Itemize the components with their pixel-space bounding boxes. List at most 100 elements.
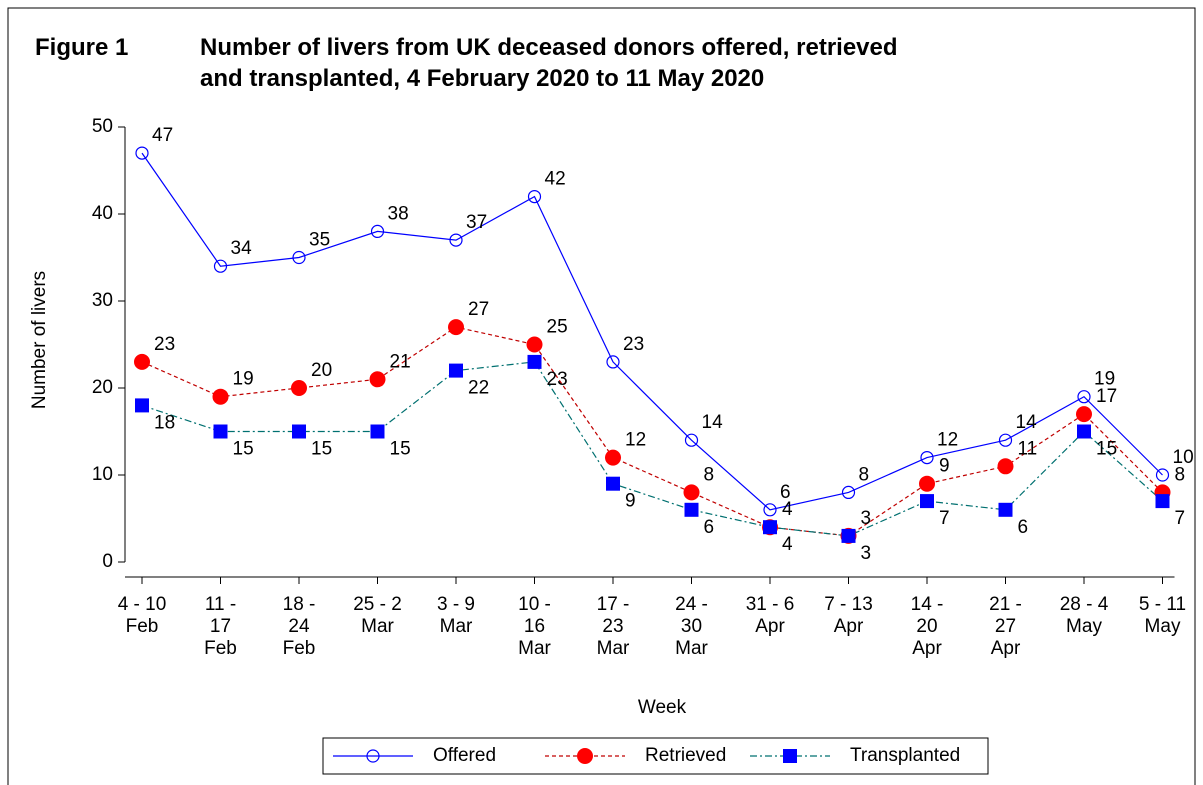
x-tick-label: 5 - 11 May: [1138, 594, 1187, 637]
data-label: 37: [466, 212, 487, 233]
data-label: 27: [468, 299, 489, 320]
data-point: [292, 250, 306, 265]
legend-label: Retrieved: [645, 745, 726, 766]
series-line: [141, 326, 1163, 537]
data-label: 22: [468, 378, 489, 399]
data-point: [1076, 406, 1092, 423]
data-point: [527, 354, 542, 369]
data-point: [370, 224, 385, 238]
legend-box: [322, 737, 989, 775]
x-tick-label: 4 - 10 Feb: [117, 594, 167, 637]
x-tick-label: 17 - 23 Mar: [596, 594, 630, 659]
data-point: [919, 475, 935, 492]
data-label: 8: [1175, 464, 1186, 485]
x-tick-label: 11 - 17 Feb: [204, 594, 237, 659]
data-point: [448, 319, 464, 336]
x-tick-label: 28 - 4 May: [1059, 594, 1109, 637]
data-label: 25: [547, 317, 568, 338]
legend-marker: [366, 749, 380, 763]
data-point: [213, 424, 228, 439]
data-point: [1077, 424, 1091, 439]
y-tick-label: 30: [92, 290, 113, 311]
data-point: [998, 502, 1013, 517]
series-line: [141, 152, 1163, 511]
y-tick-label: 20: [92, 377, 113, 398]
data-point: [449, 363, 463, 378]
data-point: [606, 355, 620, 369]
data-label: 8: [859, 464, 870, 485]
data-point: [763, 520, 777, 535]
data-point: [683, 484, 700, 501]
data-point: [1155, 494, 1170, 509]
data-label: 17: [1096, 386, 1117, 407]
data-point: [291, 380, 307, 396]
data-label: 21: [390, 351, 411, 372]
data-point: [370, 424, 385, 439]
data-label: 3: [861, 508, 872, 529]
data-label: 6: [780, 482, 791, 503]
data-label: 20: [311, 360, 332, 381]
data-point: [1077, 390, 1091, 404]
x-tick-label: 25 - 2 Mar: [353, 594, 402, 637]
data-point: [213, 259, 228, 273]
data-label: 4: [782, 499, 793, 520]
data-label: 42: [545, 169, 566, 190]
data-label: 19: [233, 369, 254, 390]
data-label: 15: [233, 439, 254, 460]
data-label: 12: [625, 430, 646, 451]
data-point: [135, 398, 149, 413]
x-axis-title: Week: [638, 697, 687, 718]
data-label: 19: [1094, 369, 1115, 390]
data-label: 3: [861, 543, 872, 564]
data-label: 7: [1175, 508, 1186, 529]
data-label: 9: [625, 491, 636, 512]
frame: [7, 7, 1196, 785]
data-point: [449, 233, 463, 247]
data-point: [1155, 468, 1170, 482]
data-label: 23: [154, 334, 175, 355]
data-label: 38: [388, 203, 409, 224]
x-tick-label: 24 - 30 Mar: [675, 594, 708, 659]
data-point: [369, 371, 386, 388]
data-point: [527, 190, 542, 204]
data-point: [841, 485, 856, 499]
data-point: [998, 433, 1013, 447]
data-label: 6: [1018, 517, 1029, 538]
data-point: [763, 503, 777, 517]
x-tick-label: 18 - 24 Feb: [282, 594, 316, 659]
data-point: [920, 451, 934, 465]
data-label: 11: [1018, 438, 1038, 459]
data-label: 34: [231, 238, 253, 259]
data-point: [997, 458, 1014, 475]
legend-label: Transplanted: [850, 745, 960, 766]
data-label: 23: [623, 334, 644, 355]
data-point: [684, 433, 699, 447]
chart-title: Number of livers from UK deceased donors…: [200, 34, 898, 92]
data-label: 14: [702, 412, 724, 433]
data-label: 47: [152, 125, 173, 146]
data-label: 8: [704, 464, 715, 485]
data-label: 15: [311, 439, 332, 460]
data-label: 35: [309, 230, 330, 251]
data-label: 6: [704, 517, 715, 538]
legend-marker: [783, 749, 797, 763]
legend-marker: [577, 748, 593, 764]
data-label: 7: [939, 508, 950, 529]
y-tick-label: 50: [92, 116, 113, 137]
data-point: [841, 528, 856, 543]
data-label: 15: [1096, 439, 1117, 460]
x-tick-label: 7 - 13 Apr: [824, 594, 873, 637]
x-tick-label: 10 - 16 Mar: [518, 594, 551, 659]
data-label: 12: [937, 430, 958, 451]
data-point: [684, 502, 699, 517]
data-label: 23: [547, 369, 568, 390]
figure-label: Figure 1: [35, 34, 129, 61]
y-tick-label: 10: [92, 464, 113, 485]
y-axis-title: Number of livers: [29, 271, 50, 409]
x-tick-label: 31 - 6 Apr: [745, 594, 795, 637]
data-point: [134, 353, 150, 370]
legend-label: Offered: [433, 745, 496, 766]
data-label: 10: [1173, 447, 1194, 468]
